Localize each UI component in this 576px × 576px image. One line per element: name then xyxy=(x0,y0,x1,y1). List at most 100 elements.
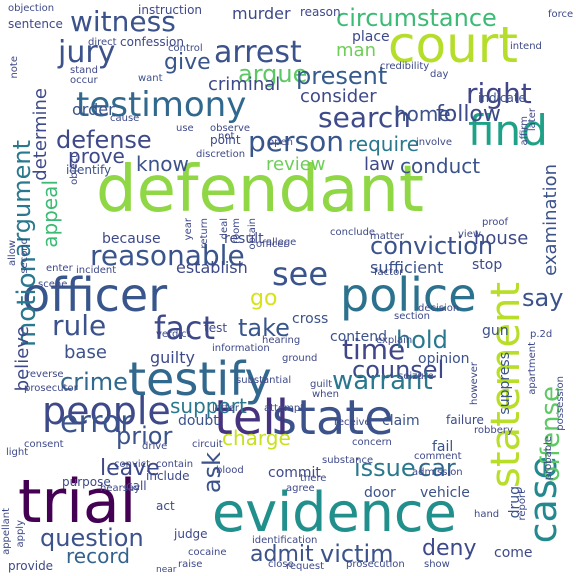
cloud-word: use xyxy=(176,124,194,134)
cloud-word: close xyxy=(268,560,294,570)
cloud-word: cocaine xyxy=(188,548,227,558)
cloud-word: opinion xyxy=(418,352,470,366)
cloud-word: prosecutor xyxy=(24,384,78,394)
cloud-word: believe xyxy=(14,326,32,391)
cloud-word: examination xyxy=(542,164,560,276)
cloud-word: judge xyxy=(174,528,208,540)
cloud-word: say xyxy=(522,286,563,310)
cloud-word: guilt xyxy=(310,380,332,390)
cloud-word: establish xyxy=(176,260,248,276)
cloud-word: appellant xyxy=(2,508,12,555)
cloud-word: criminal xyxy=(208,76,280,94)
cloud-word: matter xyxy=(370,232,404,242)
cloud-word: probable xyxy=(544,436,554,480)
cloud-word: suppress xyxy=(498,352,512,415)
cloud-word: substance xyxy=(322,456,373,466)
cloud-word: hand xyxy=(474,510,499,520)
cloud-word: deny xyxy=(422,538,476,560)
cloud-word: letter xyxy=(212,404,239,414)
cloud-word: hearing xyxy=(262,336,300,346)
cloud-word: present xyxy=(296,64,387,88)
cloud-word: ground xyxy=(282,354,317,364)
cloud-word: raise xyxy=(178,560,202,570)
cloud-word: circumstance xyxy=(336,6,497,30)
cloud-word: apply xyxy=(16,520,26,548)
cloud-word: vehicle xyxy=(420,486,470,500)
cloud-word: officer xyxy=(256,240,288,250)
cloud-word: reason xyxy=(300,6,341,18)
cloud-word: base xyxy=(64,344,107,362)
cloud-word: decision xyxy=(418,304,459,314)
cloud-word: seizure xyxy=(398,372,434,382)
cloud-word: cross xyxy=(292,312,328,326)
cloud-word: room xyxy=(232,218,242,244)
cloud-word: factor xyxy=(374,268,403,278)
cloud-word: murder xyxy=(232,6,291,22)
cloud-word: open xyxy=(268,138,293,148)
cloud-word: circuit xyxy=(192,440,223,450)
cloud-word: admission xyxy=(412,468,463,478)
cloud-word: day xyxy=(430,70,448,80)
cloud-word: enter xyxy=(46,264,73,274)
cloud-word: reverse xyxy=(26,370,64,380)
cloud-word: verdict xyxy=(156,330,191,340)
cloud-word: year xyxy=(184,218,194,240)
cloud-word: explain xyxy=(376,336,412,346)
cloud-word: direct xyxy=(88,38,117,48)
cloud-word: determine xyxy=(32,88,50,181)
cloud-word: return xyxy=(200,218,210,249)
cloud-word: appeal xyxy=(40,180,60,248)
cloud-word: gun xyxy=(482,324,509,338)
cloud-word: law xyxy=(364,156,395,174)
cloud-word: charge xyxy=(222,428,291,448)
cloud-word: note xyxy=(10,56,20,79)
cloud-word: objection xyxy=(8,4,54,14)
cloud-word: act xyxy=(156,500,175,512)
cloud-word: door xyxy=(364,486,396,500)
cloud-word: indicate xyxy=(478,92,526,104)
cloud-word: control xyxy=(168,44,203,54)
cloud-word: robbery xyxy=(474,426,513,436)
cloud-word: guilty xyxy=(150,350,195,366)
cloud-word: stop xyxy=(472,258,502,272)
cloud-word: second xyxy=(20,238,30,274)
cloud-word: report xyxy=(518,490,528,521)
cloud-word: when xyxy=(312,390,339,400)
cloud-word: force xyxy=(548,10,573,20)
cloud-word: possession xyxy=(556,376,566,431)
cloud-word: blood xyxy=(216,466,244,476)
cloud-word: see xyxy=(272,258,328,290)
cloud-word: occur xyxy=(70,76,98,86)
cloud-word: claim xyxy=(382,414,420,428)
cloud-word: agree xyxy=(286,484,315,494)
cloud-word: know xyxy=(136,154,189,174)
cloud-word: later xyxy=(528,108,538,131)
cloud-word: order xyxy=(72,102,115,118)
cloud-word: show xyxy=(424,560,450,570)
cloud-word: concern xyxy=(352,438,392,448)
cloud-word: involve xyxy=(416,138,452,148)
cloud-word: conclude xyxy=(330,228,375,238)
cloud-word: person xyxy=(248,128,344,156)
cloud-word: however xyxy=(470,362,480,405)
cloud-word: consent xyxy=(24,440,64,450)
cloud-word: go xyxy=(250,288,277,310)
cloud-word: identification xyxy=(252,536,317,546)
cloud-word: proof xyxy=(482,218,508,228)
cloud-word: come xyxy=(494,546,533,560)
cloud-word: deal xyxy=(220,218,230,239)
cloud-word: p.2d xyxy=(530,330,552,340)
cloud-word: record xyxy=(66,546,130,566)
cloud-word: incident xyxy=(76,266,116,276)
cloud-word: require xyxy=(348,134,419,154)
cloud-word: not xyxy=(218,132,234,142)
cloud-word: receive xyxy=(334,418,371,428)
cloud-word: want xyxy=(138,74,163,84)
cloud-word: house xyxy=(474,230,528,248)
cloud-word: intend xyxy=(510,42,542,52)
cloud-word: consider xyxy=(300,88,377,106)
cloud-word: include xyxy=(146,470,189,482)
cloud-word: drive xyxy=(142,442,167,452)
cloud-word: object xyxy=(70,154,80,185)
